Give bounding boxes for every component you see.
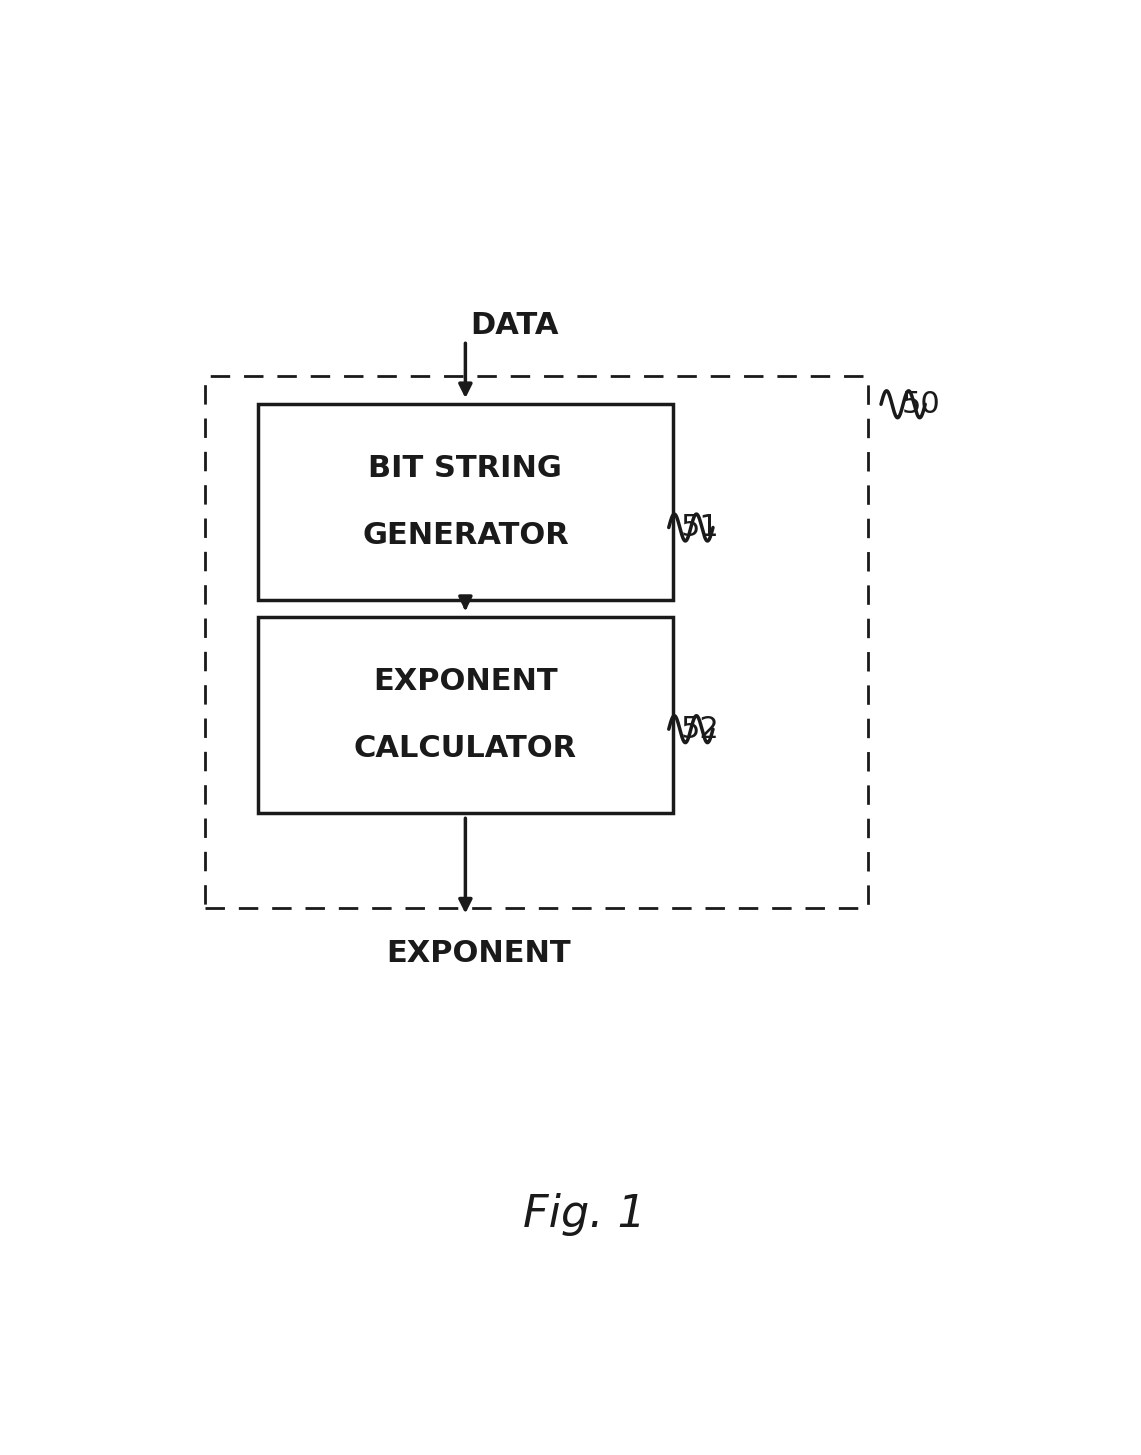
Text: DATA: DATA — [470, 311, 558, 340]
Text: 50: 50 — [901, 390, 940, 419]
Text: BIT STRING: BIT STRING — [369, 454, 563, 483]
Text: EXPONENT: EXPONENT — [387, 938, 570, 968]
Bar — [204, 377, 868, 908]
Text: 51: 51 — [680, 514, 719, 543]
Bar — [258, 617, 673, 813]
Text: CALCULATOR: CALCULATOR — [354, 735, 577, 764]
Text: 52: 52 — [680, 714, 719, 744]
Bar — [258, 404, 673, 601]
Text: EXPONENT: EXPONENT — [373, 666, 558, 695]
Text: Fig. 1: Fig. 1 — [524, 1193, 646, 1235]
Text: GENERATOR: GENERATOR — [362, 521, 568, 550]
